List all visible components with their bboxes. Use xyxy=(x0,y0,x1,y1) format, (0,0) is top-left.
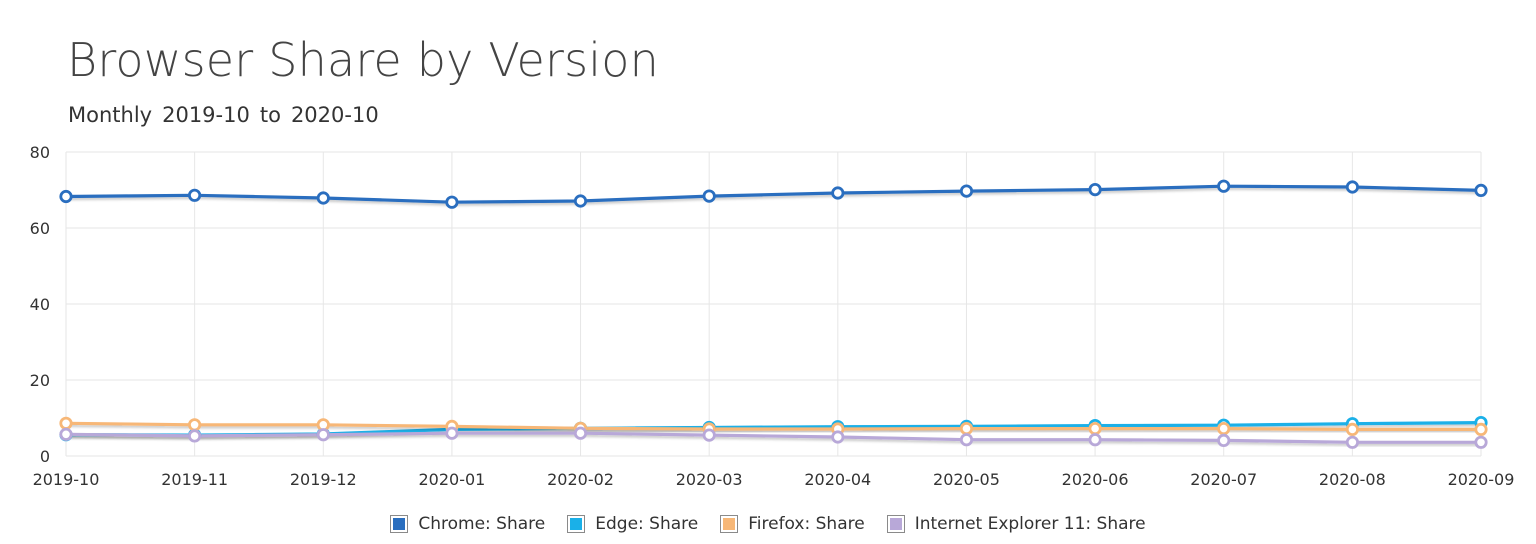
x-tick-label: 2019-12 xyxy=(290,470,357,489)
data-point[interactable] xyxy=(1474,422,1488,436)
x-tick-label: 2019-11 xyxy=(161,470,228,489)
x-tick-label: 2020-03 xyxy=(676,470,743,489)
x-tick-label: 2020-08 xyxy=(1319,470,1386,489)
legend-label: Firefox: Share xyxy=(748,514,865,534)
series-line[interactable] xyxy=(64,421,1483,431)
y-tick-label: 60 xyxy=(30,219,50,238)
x-tick-label: 2020-04 xyxy=(804,470,871,489)
data-point[interactable] xyxy=(188,418,202,432)
data-point[interactable] xyxy=(959,421,974,436)
x-tick-label: 2020-01 xyxy=(418,470,485,489)
data-point[interactable] xyxy=(573,426,588,440)
data-point[interactable] xyxy=(1088,183,1102,197)
data-point[interactable] xyxy=(573,194,588,208)
y-tick-label: 0 xyxy=(40,447,50,466)
data-point[interactable] xyxy=(59,416,73,430)
x-tick-label: 2020-02 xyxy=(547,470,614,489)
data-point[interactable] xyxy=(702,428,716,442)
legend-swatch-icon xyxy=(720,515,739,533)
x-tick-label: 2020-06 xyxy=(1062,470,1129,489)
data-point[interactable] xyxy=(188,188,202,202)
data-point[interactable] xyxy=(1345,435,1360,449)
data-point[interactable] xyxy=(188,429,202,443)
legend-item[interactable]: Firefox: Share xyxy=(720,514,865,534)
data-point[interactable] xyxy=(316,191,330,205)
data-point[interactable] xyxy=(445,426,459,440)
series-line[interactable] xyxy=(64,431,1483,444)
data-point[interactable] xyxy=(59,427,73,441)
data-point[interactable] xyxy=(1474,435,1488,449)
line-chart: 0 20 40 60 80 2019-10 2019-11 2019-12 2020-01 202… xyxy=(30,143,1515,489)
data-point[interactable] xyxy=(1345,422,1360,436)
data-point[interactable] xyxy=(959,433,974,447)
legend-item[interactable]: Internet Explorer 11: Share xyxy=(886,514,1146,534)
chart-subtitle: Monthly 2019-10 to 2020-10 xyxy=(68,100,379,130)
data-point[interactable] xyxy=(1088,421,1102,436)
series-lines xyxy=(64,184,1483,444)
data-point[interactable] xyxy=(831,430,845,444)
legend-item[interactable]: Chrome: Share xyxy=(390,514,545,534)
y-tick-label: 20 xyxy=(30,371,50,390)
data-point[interactable] xyxy=(316,428,330,442)
legend-label: Internet Explorer 11: Share xyxy=(914,514,1146,534)
series-points xyxy=(59,179,1488,449)
y-tick-label: 80 xyxy=(30,143,50,162)
legend-swatch-icon xyxy=(886,515,905,533)
axes: 0 20 40 60 80 2019-10 2019-11 2019-12 2020-01 202… xyxy=(30,143,1515,489)
data-point[interactable] xyxy=(831,186,845,200)
data-point[interactable] xyxy=(1217,421,1231,436)
data-point[interactable] xyxy=(1217,179,1231,193)
data-point[interactable] xyxy=(59,189,73,204)
frequency-label: Monthly xyxy=(68,103,153,127)
x-tick-label: 2020-05 xyxy=(933,470,1000,489)
legend: Chrome: Share Edge: Share Firefox: Share In… xyxy=(0,508,1536,540)
x-tick-label: 2019-10 xyxy=(33,470,100,489)
chart-title: Browser Share by Version xyxy=(67,33,659,87)
data-point[interactable] xyxy=(1088,433,1102,447)
data-point[interactable] xyxy=(445,195,459,209)
y-tick-label: 40 xyxy=(30,295,50,314)
data-point[interactable] xyxy=(1474,183,1488,197)
x-tick-label: 2020-07 xyxy=(1190,470,1257,489)
legend-item[interactable]: Edge: Share xyxy=(567,514,698,534)
data-point[interactable] xyxy=(1217,433,1231,447)
legend-swatch-icon xyxy=(390,515,409,533)
legend-label: Chrome: Share xyxy=(418,514,546,534)
data-point[interactable] xyxy=(959,184,974,198)
data-point[interactable] xyxy=(1345,180,1360,194)
legend-label: Edge: Share xyxy=(595,514,699,534)
x-tick-label: 2020-09 xyxy=(1448,470,1515,489)
legend-swatch-icon xyxy=(567,515,586,533)
date-to[interactable]: 2020-10 xyxy=(290,103,379,127)
series-line[interactable] xyxy=(64,184,1483,204)
data-point[interactable] xyxy=(702,189,716,203)
date-from[interactable]: 2019-10 xyxy=(162,103,250,127)
date-separator: to xyxy=(259,103,281,127)
